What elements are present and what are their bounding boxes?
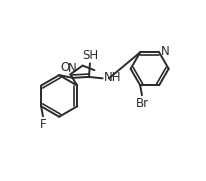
Text: N: N (68, 62, 77, 75)
Text: F: F (39, 118, 46, 131)
Text: Br: Br (135, 97, 148, 110)
Text: SH: SH (81, 49, 97, 62)
Text: O: O (60, 61, 69, 74)
Text: N: N (160, 45, 169, 58)
Text: NH: NH (103, 71, 121, 84)
